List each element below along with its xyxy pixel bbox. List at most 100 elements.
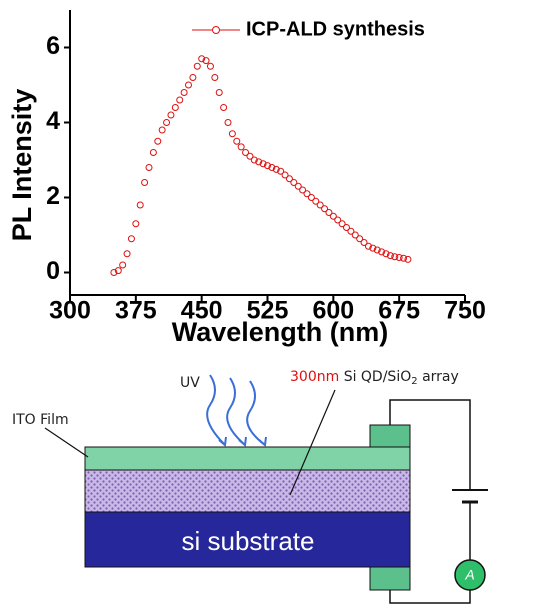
data-point — [264, 162, 271, 170]
data-point — [360, 239, 368, 246]
data-point — [220, 104, 228, 111]
data-point — [228, 130, 236, 138]
data-point — [127, 235, 135, 243]
uv-label: UV — [180, 375, 200, 391]
data-point — [145, 164, 153, 171]
ito-label: ITO Film — [12, 412, 69, 428]
data-point — [294, 182, 302, 190]
y-tick-label: 6 — [46, 32, 60, 60]
data-point — [325, 209, 333, 216]
array-label: 300nm Si QD/SiO2 array — [290, 369, 459, 389]
data-point — [132, 220, 140, 228]
data-point — [364, 242, 372, 250]
data-point — [268, 164, 276, 171]
data-point — [281, 171, 289, 179]
qd-layer — [84, 469, 411, 513]
layer-size: 300nm — [290, 369, 339, 385]
x-tick-label: 750 — [444, 297, 486, 325]
data-point — [136, 201, 144, 209]
data-point — [351, 231, 359, 239]
data-point — [369, 244, 377, 252]
data-point — [193, 62, 201, 70]
data-point — [373, 246, 381, 254]
y-tick-label: 4 — [46, 107, 60, 135]
data-point — [180, 89, 188, 96]
data-point — [347, 227, 355, 235]
pointer — [44, 427, 89, 458]
data-point — [386, 252, 394, 260]
data-point — [272, 165, 280, 173]
data-point — [391, 253, 399, 261]
data-point — [158, 126, 166, 134]
x-tick-label: 375 — [115, 297, 157, 325]
data-point — [378, 248, 386, 256]
x-tick-label: 300 — [49, 297, 91, 325]
legend-label: ICP-ALD synthesis — [246, 18, 425, 40]
data-point — [233, 137, 241, 145]
data-point — [259, 160, 267, 168]
data-point — [202, 57, 210, 65]
y-axis-title: PL Intensity — [7, 89, 37, 242]
x-tick-label: 525 — [247, 297, 289, 325]
data-point — [290, 179, 298, 186]
data-point — [321, 205, 329, 213]
uv-arrows — [206, 374, 267, 447]
x-tick-label: 450 — [181, 297, 223, 325]
x-axis-title: Wavelength (nm) — [172, 317, 389, 347]
legend-marker — [212, 26, 220, 34]
y-tick-label: 0 — [46, 257, 60, 285]
x-tick-label: 600 — [312, 297, 354, 325]
data-point — [246, 152, 254, 160]
data-point — [242, 149, 250, 156]
pointer — [289, 389, 336, 496]
data-point — [154, 137, 162, 145]
data-point — [123, 250, 131, 258]
data-point — [110, 269, 118, 276]
data-point — [307, 194, 315, 201]
data-point — [343, 224, 350, 231]
data-point — [356, 235, 364, 243]
data-point — [299, 186, 307, 194]
data-point — [316, 201, 324, 209]
data-point — [167, 111, 175, 119]
data-point — [189, 74, 197, 81]
array-tail: array — [422, 369, 459, 385]
data-point — [250, 156, 258, 164]
data-point — [285, 175, 293, 183]
data-point — [141, 179, 149, 186]
ammeter-label: A — [464, 567, 474, 583]
data-point — [119, 261, 127, 269]
bottom-contact — [369, 566, 411, 591]
data-point — [255, 158, 263, 166]
data-point — [224, 119, 232, 126]
device-diagram: A UV 300nm Si QD/SiO2 array ITO Film si … — [12, 369, 488, 604]
data-point — [114, 267, 122, 275]
data-point — [185, 81, 192, 89]
substrate-label: si substrate — [182, 526, 315, 556]
x-tick-label: 675 — [378, 297, 420, 325]
data-point — [215, 89, 223, 96]
substrate-layer — [84, 511, 411, 568]
data-point — [149, 149, 157, 156]
top-contact — [369, 424, 411, 448]
data-point — [382, 250, 390, 258]
data-point — [303, 190, 311, 198]
data-point — [237, 143, 245, 151]
data-point — [312, 197, 320, 205]
data-point — [334, 216, 342, 224]
data-point — [176, 96, 184, 104]
data-point — [211, 74, 219, 81]
data-point — [198, 55, 206, 63]
array-sub: 2 — [411, 376, 417, 387]
data-point — [329, 212, 337, 220]
y-tick-label: 2 — [46, 182, 60, 210]
wire — [389, 590, 471, 604]
data-point — [400, 254, 408, 262]
ito-layer — [84, 446, 411, 471]
data-point — [395, 254, 403, 261]
data-point — [277, 167, 285, 175]
data-point — [404, 255, 412, 263]
data-point — [163, 119, 171, 126]
array-name: Si QD/SiO — [344, 369, 412, 385]
